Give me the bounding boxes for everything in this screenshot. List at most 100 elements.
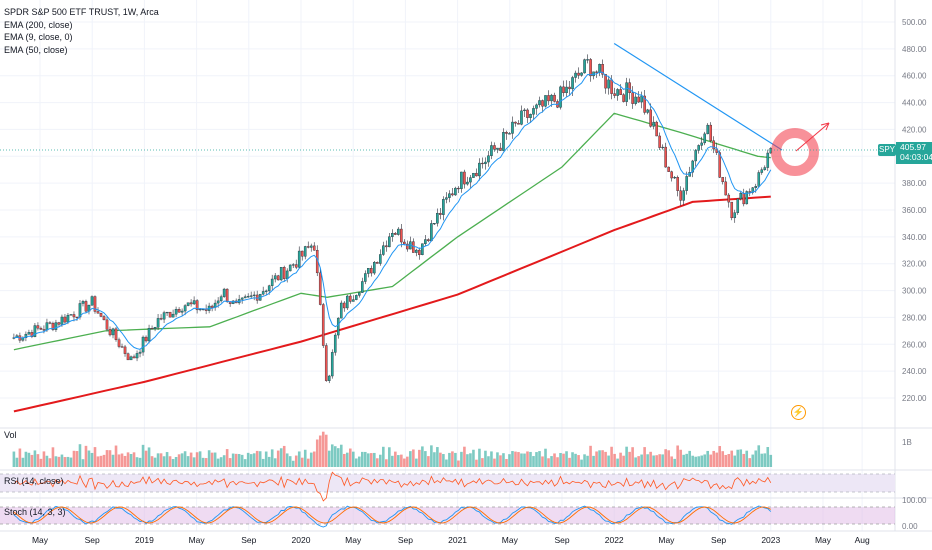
candle	[138, 348, 142, 358]
volume-bar	[234, 453, 238, 467]
volume-bar	[18, 448, 22, 467]
volume-bar	[222, 455, 226, 467]
volume-bar	[760, 453, 764, 467]
volume-bar	[102, 454, 106, 467]
volume-bar	[207, 450, 211, 467]
volume-bar	[571, 452, 574, 467]
candle	[183, 304, 187, 316]
candle	[592, 71, 595, 80]
volume-bar	[748, 458, 752, 467]
candle	[69, 314, 73, 316]
volume-bar	[273, 458, 277, 467]
volume-bar	[673, 458, 676, 467]
candle	[736, 198, 740, 215]
price-tick-label: 300.00	[902, 287, 927, 296]
volume-bar	[763, 453, 767, 467]
candle	[646, 108, 649, 115]
candle	[553, 92, 556, 103]
candle	[51, 321, 55, 332]
grid-lines	[0, 0, 895, 531]
volume-bar	[628, 451, 631, 467]
volume-bar	[577, 455, 580, 467]
volume-bar	[490, 451, 493, 467]
candle	[607, 75, 610, 95]
volume-bar	[168, 456, 172, 467]
volume-bar	[114, 445, 118, 467]
candle	[364, 270, 367, 285]
volume-bar	[631, 447, 634, 467]
candle	[111, 327, 115, 339]
candle	[559, 85, 562, 110]
volume-bar	[261, 458, 265, 467]
volume-bar	[700, 455, 703, 467]
volume-bar	[93, 447, 97, 467]
candle	[460, 171, 463, 193]
ema200-legend[interactable]: EMA (200, close)	[4, 19, 73, 30]
candle	[300, 250, 304, 261]
candle	[357, 292, 361, 298]
volume-bar	[312, 451, 316, 467]
candle	[351, 295, 355, 302]
volume-bar	[285, 453, 289, 467]
candle	[234, 298, 238, 304]
ema50-line	[13, 112, 771, 351]
volume-bar	[54, 456, 58, 467]
candle	[318, 268, 322, 306]
volume-bar	[159, 453, 163, 467]
candle	[39, 326, 43, 330]
volume-label[interactable]: Vol	[4, 430, 17, 440]
candle	[469, 174, 472, 188]
volume-bar	[333, 446, 337, 467]
candle	[643, 90, 646, 115]
candle	[285, 268, 289, 283]
candle	[348, 294, 352, 304]
volume-bar	[553, 453, 556, 467]
ema9-legend[interactable]: EMA (9, close, 0)	[4, 32, 73, 42]
rsi-band	[0, 474, 895, 492]
volume-bar	[225, 449, 229, 467]
price-tick-label: 380.00	[902, 179, 927, 188]
volume-bar	[559, 452, 562, 467]
candle	[231, 300, 235, 305]
candle	[682, 187, 685, 206]
volume-bar	[39, 458, 43, 467]
annotation-arrow[interactable]	[795, 122, 830, 152]
volume-bar	[351, 451, 355, 467]
volume-bar	[526, 451, 529, 467]
volume-bar	[679, 449, 682, 467]
candlestick-series	[12, 54, 773, 384]
volume-bar	[279, 448, 283, 467]
volume-bar	[361, 451, 364, 467]
volume-bar	[27, 452, 31, 467]
candle	[475, 168, 478, 177]
price-tick-label: 340.00	[902, 233, 927, 242]
candle	[436, 208, 439, 227]
stoch-label[interactable]: Stoch (14, 3, 3)	[4, 507, 66, 517]
ema50-legend[interactable]: EMA (50, close)	[4, 44, 68, 55]
trendline[interactable]	[613, 42, 783, 151]
candle	[571, 75, 574, 96]
candle	[526, 108, 529, 124]
price-axis[interactable]: 500.00480.00460.00440.00420.00400.00380.…	[902, 18, 927, 403]
highlight-circle[interactable]	[771, 128, 819, 176]
volume-bar	[126, 452, 130, 467]
volume-bar	[78, 444, 82, 467]
volume-bar	[541, 456, 544, 467]
lightning-icon[interactable]: ⚡	[791, 405, 806, 420]
volume-bar	[12, 451, 16, 467]
volume-bar	[616, 458, 619, 467]
symbol-title[interactable]: SPDR S&P 500 ETF TRUST, 1W, Arca	[4, 7, 159, 17]
candle	[117, 337, 121, 349]
time-tick-label: May	[658, 535, 675, 545]
volume-bar	[451, 451, 454, 467]
volume-bar	[367, 453, 370, 467]
price-tick-label: 320.00	[902, 260, 927, 269]
stoch-d-line	[13, 506, 772, 524]
volume-bar	[394, 451, 397, 467]
candle	[400, 224, 403, 248]
rsi-label[interactable]: RSI (14, close)	[4, 476, 64, 486]
volume-bar	[111, 454, 115, 467]
time-axis[interactable]: May Sep 2019 May Sep 2020 May Sep 2021 May Sep 2022…	[32, 535, 870, 545]
candle	[760, 167, 764, 175]
